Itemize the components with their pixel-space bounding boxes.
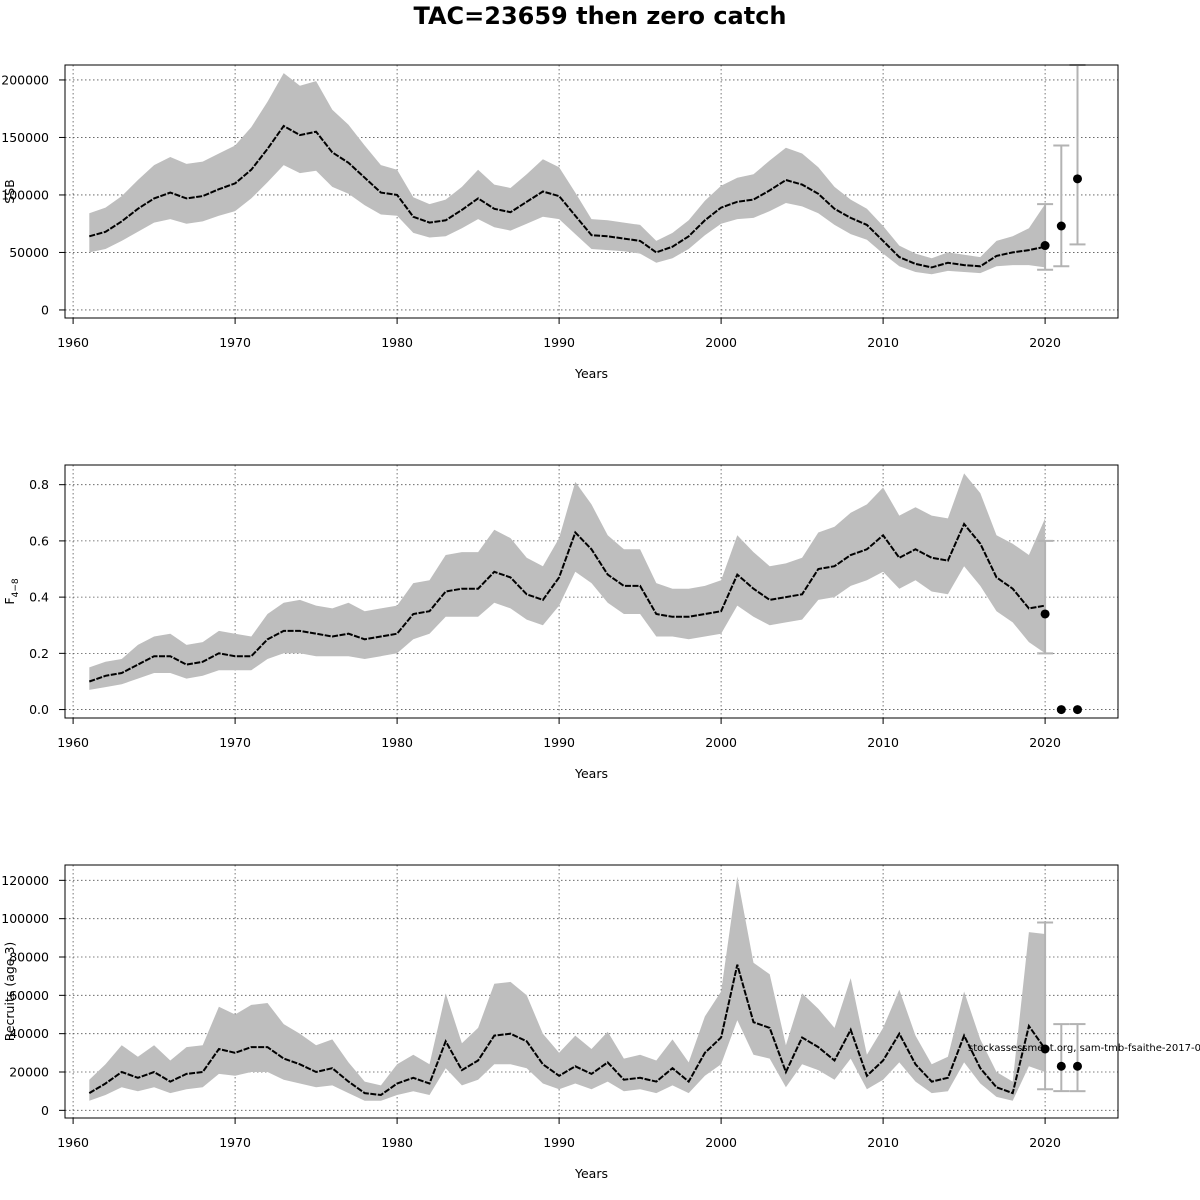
y-axis-label-main: SSB xyxy=(2,179,17,203)
y-tick-label: 120000 xyxy=(1,873,49,888)
y-tick-label: 150000 xyxy=(1,130,49,145)
x-tick-label: 2000 xyxy=(705,735,737,750)
x-tick-label: 1980 xyxy=(381,735,413,750)
x-tick-label: 2010 xyxy=(867,735,899,750)
y-axis-label-subscript: 4−8 xyxy=(11,578,21,597)
y-tick-label: 0 xyxy=(41,302,49,317)
forecast-point xyxy=(1040,1044,1050,1054)
x-tick-label: 2000 xyxy=(705,335,737,350)
y-tick-label: 0 xyxy=(41,1103,49,1118)
forecast-point xyxy=(1040,609,1050,619)
y-tick-label: 50000 xyxy=(9,245,49,260)
forecast-point xyxy=(1073,705,1082,715)
x-tick-label: 2020 xyxy=(1029,335,1061,350)
x-tick-label: 1990 xyxy=(543,735,575,750)
plot-frame xyxy=(64,464,1119,719)
x-axis-label: Years xyxy=(574,366,608,381)
estimate-line xyxy=(88,964,1046,1097)
panels: 1960 1970 1980 1990 2000 2010 2020 0 50000 100000… xyxy=(1,64,1119,1181)
y-tick-label: 0.0 xyxy=(29,702,49,717)
panel-1: 1960 1970 1980 1990 2000 2010 2020 0 50000 100000… xyxy=(1,64,1119,381)
plot-frame xyxy=(64,864,1119,1119)
y-tick-label: 20000 xyxy=(9,1065,49,1080)
x-tick-label: 1980 xyxy=(381,335,413,350)
y-tick-label: 60000 xyxy=(9,988,49,1003)
confidence-band xyxy=(89,73,1046,275)
forecast-point xyxy=(1056,221,1066,231)
x-tick-label: 1990 xyxy=(543,1135,575,1150)
forecast-point xyxy=(1073,174,1082,184)
y-tick-label: 40000 xyxy=(9,1026,49,1041)
y-axis-label-main: F xyxy=(2,597,17,604)
x-tick-label: 1980 xyxy=(381,1135,413,1150)
y-axis-label: SSB xyxy=(2,179,17,203)
y-tick-label: 0.6 xyxy=(29,533,49,548)
plot-frame xyxy=(64,64,1119,319)
chart-title: TAC=23659 then zero catch xyxy=(413,2,786,30)
panel-2: 1960 1970 1980 1990 2000 2010 2020 0.0 0.2 0.4 0.6… xyxy=(2,464,1119,781)
confidence-band xyxy=(89,876,1046,1101)
watermark: stockassessment.org, sam-tmb-fsaithe-201… xyxy=(968,1043,1200,1054)
confidence-band xyxy=(89,473,1046,690)
x-axis-label: Years xyxy=(574,1166,608,1181)
forecast-point xyxy=(1040,241,1050,251)
y-tick-label: 200000 xyxy=(1,72,49,87)
y-axis-label: Recruits (age 3) xyxy=(2,942,17,1042)
y-tick-label: 0.8 xyxy=(29,477,49,492)
x-tick-label: 1960 xyxy=(57,335,89,350)
x-tick-label: 1960 xyxy=(57,1135,89,1150)
x-tick-label: 2010 xyxy=(867,1135,899,1150)
y-tick-label: 80000 xyxy=(9,950,49,965)
x-tick-label: 2020 xyxy=(1029,1135,1061,1150)
x-axis-label: Years xyxy=(574,766,608,781)
estimate-line xyxy=(89,124,1046,269)
y-tick-label: 100000 xyxy=(1,911,49,926)
estimate-line xyxy=(88,522,1046,683)
x-tick-label: 1970 xyxy=(219,1135,251,1150)
y-tick-label: 0.2 xyxy=(29,646,49,661)
y-axis-label-main: Recruits (age 3) xyxy=(2,942,17,1042)
x-tick-label: 2000 xyxy=(705,1135,737,1150)
y-axis-label: F4−8 xyxy=(2,578,21,604)
y-tick-label: 100000 xyxy=(1,187,49,202)
x-tick-label: 1960 xyxy=(57,735,89,750)
x-tick-label: 2020 xyxy=(1029,735,1061,750)
x-tick-label: 2010 xyxy=(867,335,899,350)
panel-3: 1960 1970 1980 1990 2000 2010 2020 0 20000 40000 6… xyxy=(1,864,1119,1181)
x-tick-label: 1970 xyxy=(219,335,251,350)
y-tick-label: 0.4 xyxy=(29,590,49,605)
x-tick-label: 1990 xyxy=(543,335,575,350)
forecast-point xyxy=(1056,705,1066,715)
x-tick-label: 1970 xyxy=(219,735,251,750)
forecast-point xyxy=(1056,1061,1066,1071)
forecast-point xyxy=(1073,1061,1082,1071)
